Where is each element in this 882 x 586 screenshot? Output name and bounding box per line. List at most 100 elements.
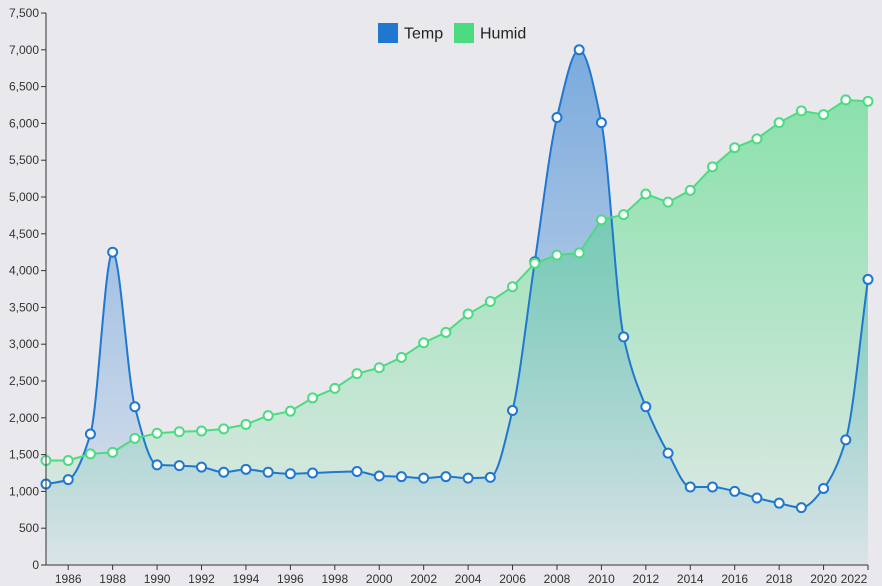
point-temp[interactable]: [729, 485, 741, 497]
x-tick-label: 1996: [277, 572, 304, 586]
point-temp[interactable]: [84, 428, 96, 440]
area-humid: [46, 99, 868, 566]
point-temp[interactable]: [484, 471, 496, 483]
point-humid[interactable]: [173, 426, 185, 438]
legend-swatch-temp[interactable]: [378, 23, 398, 43]
point-humid[interactable]: [262, 410, 274, 422]
point-humid[interactable]: [418, 337, 430, 349]
point-humid[interactable]: [529, 257, 541, 269]
point-temp[interactable]: [462, 472, 474, 484]
point-humid[interactable]: [107, 446, 119, 458]
point-temp[interactable]: [218, 466, 230, 478]
point-humid[interactable]: [618, 209, 630, 221]
point-humid[interactable]: [507, 281, 519, 293]
y-tick-label: 6,500: [9, 80, 39, 94]
legend-label-humid[interactable]: Humid: [480, 26, 526, 43]
point-temp[interactable]: [840, 434, 852, 446]
y-tick-label: 500: [19, 521, 39, 535]
x-tick-label: 2008: [544, 572, 571, 586]
point-temp[interactable]: [240, 463, 252, 475]
point-temp[interactable]: [196, 461, 208, 473]
point-temp[interactable]: [706, 481, 718, 493]
point-temp[interactable]: [618, 331, 630, 343]
point-temp[interactable]: [351, 466, 363, 478]
x-tick-label: 2006: [499, 572, 526, 586]
y-tick-label: 2,000: [9, 411, 39, 425]
point-temp[interactable]: [107, 246, 119, 258]
point-humid[interactable]: [62, 454, 74, 466]
point-humid[interactable]: [351, 368, 363, 380]
point-humid[interactable]: [706, 161, 718, 173]
x-tick-label: 1998: [321, 572, 348, 586]
point-temp[interactable]: [507, 404, 519, 416]
y-tick-label: 5,000: [9, 190, 39, 204]
point-temp[interactable]: [662, 447, 674, 459]
y-tick-label: 7,000: [9, 43, 39, 57]
point-temp[interactable]: [129, 401, 141, 413]
point-temp[interactable]: [818, 482, 830, 494]
point-humid[interactable]: [84, 448, 96, 460]
point-humid[interactable]: [373, 362, 385, 374]
y-tick-label: 2,500: [9, 374, 39, 388]
point-temp[interactable]: [307, 467, 319, 479]
point-humid[interactable]: [795, 105, 807, 117]
point-humid[interactable]: [729, 142, 741, 154]
point-humid[interactable]: [773, 117, 785, 129]
point-temp[interactable]: [751, 492, 763, 504]
point-humid[interactable]: [662, 196, 674, 208]
point-humid[interactable]: [196, 425, 208, 437]
point-humid[interactable]: [462, 308, 474, 320]
x-tick-label: 2000: [366, 572, 393, 586]
y-tick-label: 7,500: [9, 6, 39, 20]
point-temp[interactable]: [62, 474, 74, 486]
point-humid[interactable]: [129, 432, 141, 444]
point-humid[interactable]: [840, 94, 852, 106]
point-humid[interactable]: [329, 382, 341, 394]
point-temp[interactable]: [551, 112, 563, 124]
point-humid[interactable]: [751, 133, 763, 145]
point-temp[interactable]: [640, 401, 652, 413]
point-temp[interactable]: [573, 44, 585, 56]
point-humid[interactable]: [240, 418, 252, 430]
y-tick-label: 5,500: [9, 153, 39, 167]
x-tick-label: 2020: [810, 572, 837, 586]
point-temp[interactable]: [795, 502, 807, 514]
point-humid[interactable]: [573, 247, 585, 259]
point-humid[interactable]: [640, 188, 652, 200]
point-humid[interactable]: [818, 109, 830, 121]
point-temp[interactable]: [284, 468, 296, 480]
point-humid[interactable]: [595, 214, 607, 226]
y-tick-label: 4,000: [9, 264, 39, 278]
y-tick-label: 1,500: [9, 448, 39, 462]
point-temp[interactable]: [173, 460, 185, 472]
y-tick-label: 0: [32, 558, 39, 572]
point-temp[interactable]: [418, 472, 430, 484]
x-tick-label: 2018: [766, 572, 793, 586]
point-temp[interactable]: [684, 481, 696, 493]
point-temp[interactable]: [595, 117, 607, 129]
point-humid[interactable]: [862, 95, 874, 107]
y-tick-label: 6,000: [9, 116, 39, 130]
y-tick-label: 3,000: [9, 337, 39, 351]
point-humid[interactable]: [151, 427, 163, 439]
point-humid[interactable]: [307, 392, 319, 404]
point-temp[interactable]: [373, 470, 385, 482]
point-humid[interactable]: [684, 184, 696, 196]
point-humid[interactable]: [484, 296, 496, 308]
x-tick-label: 2022: [841, 572, 868, 586]
point-temp[interactable]: [440, 471, 452, 483]
point-humid[interactable]: [440, 326, 452, 338]
point-temp[interactable]: [151, 459, 163, 471]
point-humid[interactable]: [395, 351, 407, 363]
point-humid[interactable]: [284, 405, 296, 417]
point-humid[interactable]: [551, 249, 563, 261]
x-tick-label: 1990: [144, 572, 171, 586]
point-temp[interactable]: [773, 497, 785, 509]
point-temp[interactable]: [395, 471, 407, 483]
legend-swatch-humid[interactable]: [454, 23, 474, 43]
point-temp[interactable]: [262, 466, 274, 478]
point-temp[interactable]: [862, 273, 874, 285]
legend: Temp Humid: [378, 23, 526, 43]
legend-label-temp[interactable]: Temp: [404, 26, 443, 43]
point-humid[interactable]: [218, 423, 230, 435]
